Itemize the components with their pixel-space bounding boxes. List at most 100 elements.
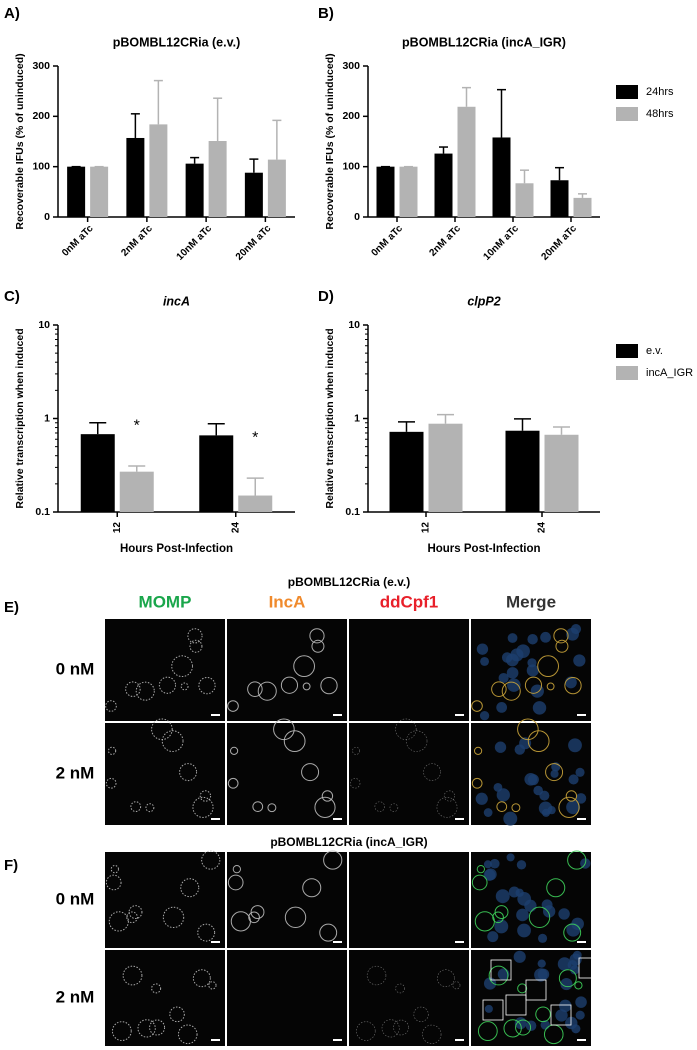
bar: [149, 124, 168, 217]
nucleus: [516, 908, 529, 922]
bar: [238, 495, 273, 512]
highlight-box: [550, 1004, 572, 1026]
highlight-box: [578, 957, 600, 979]
inclusion: [524, 676, 543, 694]
y-tick-label: 10: [348, 319, 360, 331]
inclusion: [473, 746, 483, 755]
inclusion: [389, 803, 399, 812]
inclusion: [162, 906, 185, 929]
bar: [399, 166, 418, 217]
legend-label: 24hrs: [646, 86, 674, 98]
bar: [185, 163, 204, 217]
inclusion: [180, 682, 189, 691]
inclusion: [105, 700, 117, 712]
inclusion: [574, 981, 583, 990]
inclusion: [413, 1006, 429, 1022]
bar: [90, 166, 109, 217]
inclusion: [105, 777, 117, 789]
nucleus: [476, 643, 489, 655]
inclusion: [108, 911, 129, 932]
inclusion: [563, 923, 582, 942]
nucleus: [505, 653, 519, 667]
inclusion: [180, 878, 200, 898]
inclusion: [555, 639, 569, 653]
nucleus: [542, 905, 556, 918]
inclusion: [477, 1021, 498, 1041]
inclusion: [302, 878, 322, 898]
inclusion: [199, 790, 212, 802]
y-axis-label: Relative transcription when induced: [14, 328, 26, 508]
inclusion: [381, 1019, 400, 1038]
inclusion: [443, 790, 455, 802]
x-tick-label: 2nM aTc: [119, 223, 155, 259]
inclusion: [158, 676, 177, 694]
legend-swatch: [616, 344, 638, 358]
chart-title: incA: [163, 294, 190, 308]
nucleus: [517, 923, 531, 938]
nucleus: [566, 800, 581, 815]
nucleus: [494, 741, 507, 753]
nucleus: [507, 633, 518, 643]
bar: [119, 471, 154, 512]
inclusion: [122, 965, 143, 986]
x-tick-label: 20nM aTc: [234, 223, 274, 263]
inclusion: [169, 1006, 185, 1023]
y-tick-label: 200: [342, 110, 360, 122]
inclusion: [496, 801, 508, 813]
inclusion: [248, 911, 260, 924]
x-tick-label: 20nM aTc: [540, 223, 580, 263]
nucleus: [483, 869, 496, 881]
inclusion: [257, 681, 277, 701]
inclusion: [471, 874, 488, 891]
nucleus: [527, 634, 538, 645]
row-label: 2 nM: [56, 763, 95, 782]
chart-title: pBOMBL12CRia (incA_IGR): [402, 35, 566, 49]
inclusion: [476, 865, 485, 874]
legend-label: 48hrs: [646, 108, 674, 120]
y-tick-label: 0.1: [35, 506, 50, 518]
column-label: MOMP: [139, 592, 192, 611]
nucleus: [513, 950, 526, 963]
nucleus: [475, 792, 488, 805]
highlight-box: [490, 959, 512, 981]
inclusion: [135, 681, 155, 701]
nucleus: [559, 999, 572, 1013]
inclusion: [111, 1021, 132, 1041]
inclusion: [558, 796, 580, 818]
nucleus: [575, 1010, 585, 1020]
y-tick-label: 10: [38, 319, 50, 331]
nucleus: [569, 953, 582, 966]
inclusion: [515, 1019, 532, 1036]
x-axis-label: Hours Post-Infection: [427, 543, 540, 555]
inclusion: [151, 718, 173, 741]
panel-label: F): [4, 857, 18, 874]
inclusion: [252, 801, 264, 813]
nucleus: [575, 793, 587, 804]
nucleus: [516, 860, 527, 870]
inclusion: [564, 676, 582, 695]
row-label: 0 nM: [56, 889, 95, 908]
bar: [126, 137, 145, 217]
micrograph: [349, 619, 469, 721]
inclusion: [311, 639, 325, 653]
nucleus: [525, 1020, 537, 1032]
micrograph: [227, 619, 347, 721]
nucleus: [484, 1004, 493, 1013]
inclusion: [436, 796, 458, 818]
inclusion: [517, 718, 539, 741]
x-tick-label: 0nM aTc: [60, 223, 96, 259]
nucleus: [566, 627, 579, 641]
legend-swatch: [616, 107, 638, 121]
inclusion: [284, 906, 307, 929]
significance-label: *: [134, 417, 140, 434]
micrograph: [227, 852, 347, 948]
inclusion: [128, 905, 143, 920]
inclusion: [503, 1019, 522, 1038]
nucleus: [550, 769, 559, 778]
nucleus: [573, 654, 586, 667]
nucleus: [487, 931, 499, 943]
x-tick-label: 2nM aTc: [427, 223, 463, 259]
nucleus: [517, 892, 532, 906]
bar: [492, 137, 511, 217]
nucleus: [575, 767, 585, 777]
